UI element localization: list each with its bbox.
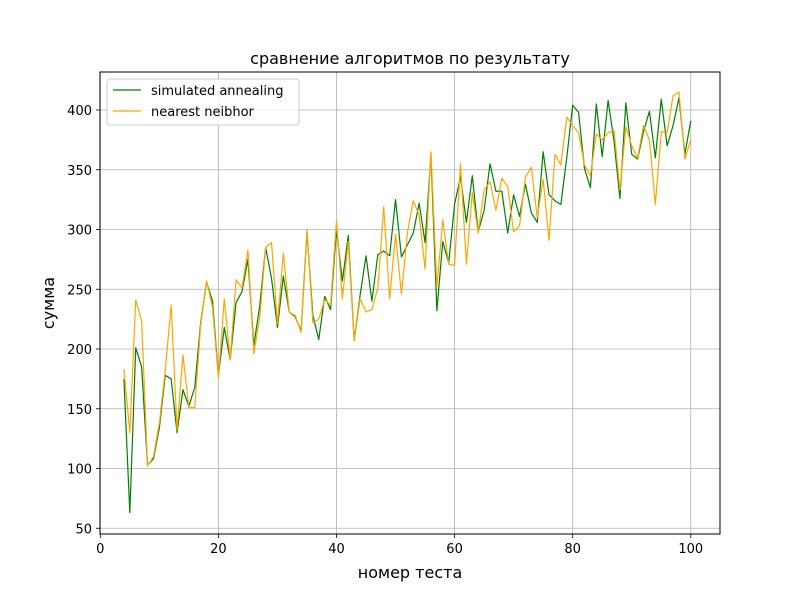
y-tick-label: 200 (67, 343, 92, 358)
legend-label-simulated-annealing: simulated annealing (151, 84, 283, 99)
x-tick-label: 40 (328, 542, 345, 557)
x-axis-label: номер теста (358, 563, 463, 582)
y-tick-label: 300 (67, 224, 92, 239)
legend-box (106, 78, 300, 126)
y-tick-label: 350 (67, 164, 92, 179)
plot-frame (99, 71, 721, 535)
series-line-nearest-neibhor (123, 91, 692, 467)
grid (99, 72, 720, 534)
x-tick-label: 0 (96, 542, 104, 557)
y-tick-label: 250 (67, 283, 92, 298)
x-tick-label: 80 (564, 542, 581, 557)
legend-label-nearest-neibhor: nearest neibhor (151, 105, 255, 120)
legend: simulated annealing nearest neibhor (106, 78, 300, 126)
x-tick-label: 100 (678, 542, 703, 557)
y-tick-label: 400 (67, 104, 92, 119)
chart-title: сравнение алгоритмов по результату (250, 49, 570, 68)
y-tick-label: 150 (67, 403, 92, 418)
y-tick-label: 50 (75, 522, 92, 537)
y-tick-label: 100 (67, 463, 92, 478)
x-tick-label: 20 (210, 542, 227, 557)
x-tick-label: 60 (446, 542, 463, 557)
ticks: 0 20 40 60 80 100 50 100 150 200 250 300 350 400 (67, 104, 703, 557)
series-layer (123, 91, 692, 514)
y-axis-label: сумма (39, 277, 58, 329)
